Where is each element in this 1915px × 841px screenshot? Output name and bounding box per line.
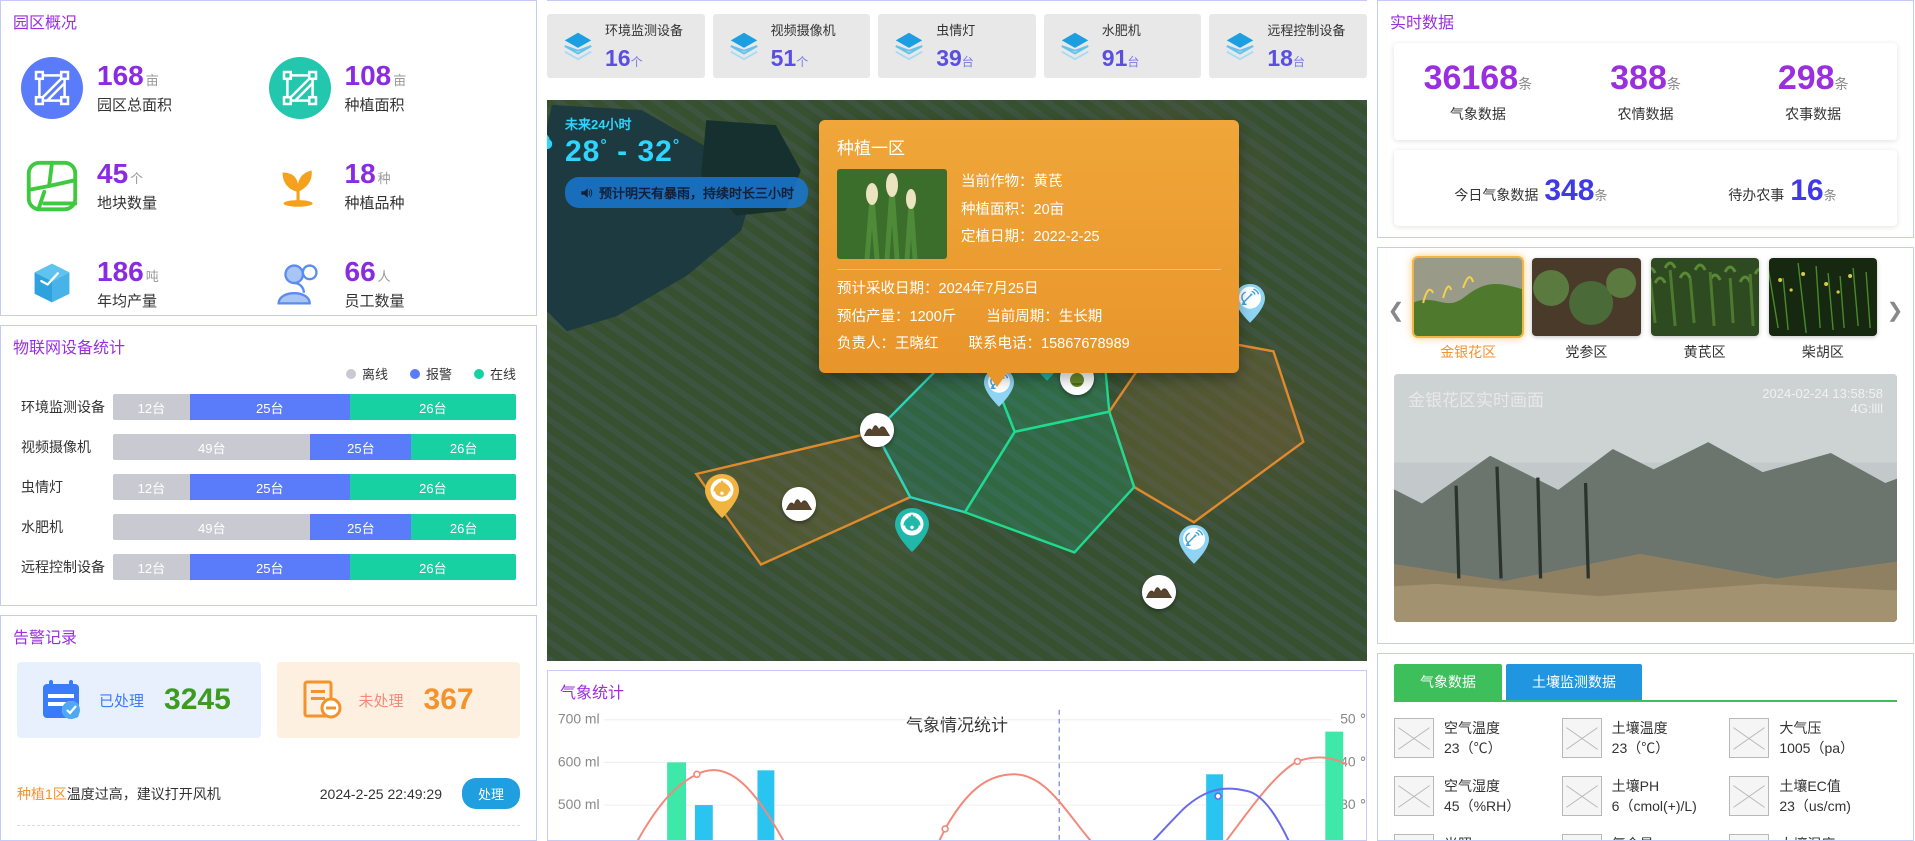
svg-text:600 ml: 600 ml	[558, 753, 600, 769]
svg-text:40 ℃: 40 ℃	[1340, 753, 1366, 769]
svg-text:30 ℃: 30 ℃	[1340, 796, 1366, 812]
svg-text:500 ml: 500 ml	[558, 796, 600, 812]
svg-text:50 ℃: 50 ℃	[1340, 711, 1366, 727]
svg-text:700 ml: 700 ml	[558, 711, 600, 727]
